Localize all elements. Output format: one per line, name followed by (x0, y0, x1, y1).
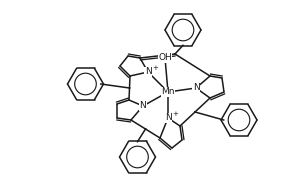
Text: +: + (172, 111, 178, 117)
Text: N: N (145, 67, 151, 77)
Text: Mn: Mn (161, 88, 175, 96)
Text: N: N (165, 114, 171, 122)
Text: N: N (140, 101, 146, 111)
Text: OH: OH (158, 54, 172, 62)
Text: +: + (152, 65, 158, 71)
Text: N: N (193, 83, 199, 93)
